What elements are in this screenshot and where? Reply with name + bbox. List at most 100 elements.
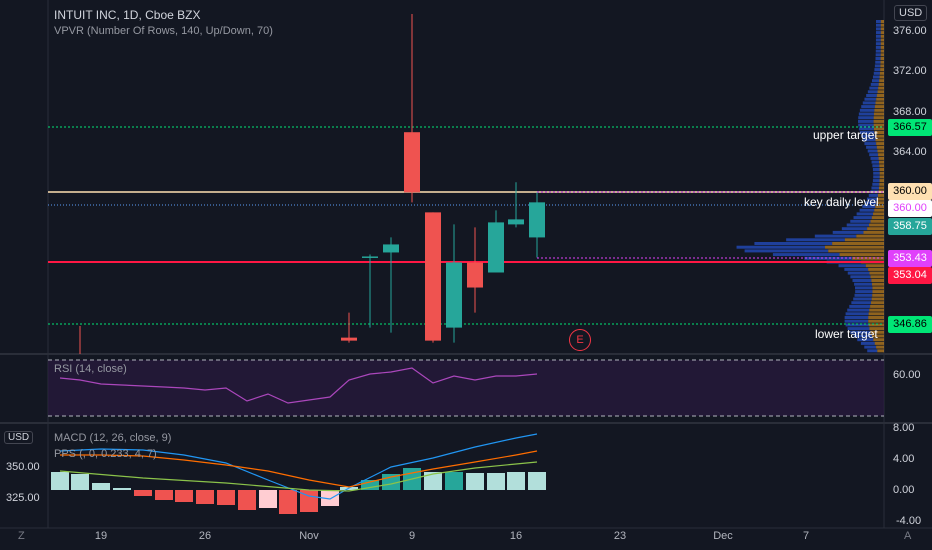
vpvr-bar-down	[871, 297, 884, 301]
vpvr-bar-down	[870, 330, 884, 334]
x-axis-label: Nov	[299, 530, 319, 542]
macd-right-tick: 0.00	[893, 484, 915, 496]
vpvr-bar-down	[871, 279, 884, 282]
macd-currency-button[interactable]: USD	[4, 431, 34, 444]
vpvr-bar-up	[864, 345, 877, 349]
macd-histogram-bar	[487, 473, 505, 490]
vpvr-bar-down	[878, 86, 884, 90]
vpvr-bar-up	[850, 330, 871, 334]
vpvr-bar-up	[814, 234, 857, 238]
vpvr-bar-down	[880, 49, 884, 53]
vpvr-bar-down	[876, 345, 884, 349]
vpvr-bar-up	[873, 71, 880, 75]
vpvr-bar-down	[875, 101, 884, 105]
macd-histogram-bar	[155, 490, 173, 500]
vpvr-bar-up	[853, 216, 872, 220]
vpvr-bar-up	[872, 75, 880, 79]
vpvr-bar-down	[879, 168, 884, 171]
vpvr-bar-down	[832, 242, 884, 245]
vpvr-bar-down	[869, 271, 884, 275]
vpvr-bar-down	[880, 60, 884, 64]
vpvr-bar-up	[870, 82, 879, 86]
vpvr-bar-down	[880, 38, 884, 42]
price-axis-tick: 372.00	[893, 65, 927, 77]
vpvr-bar-down	[873, 123, 884, 127]
macd-histogram-bar	[196, 490, 214, 504]
vpvr-bar-down	[879, 71, 884, 75]
vpvr-bar-up	[869, 86, 879, 90]
vpvr-bar-down	[873, 116, 884, 120]
vpvr-bar-down	[863, 230, 884, 234]
vpvr-bar-down	[868, 316, 884, 319]
earnings-icon[interactable]: E	[569, 329, 591, 351]
currency-button[interactable]: USD	[894, 5, 928, 21]
vpvr-bar-down	[879, 164, 884, 168]
vpvr-bar-up	[857, 338, 874, 342]
vpvr-bar-up	[871, 186, 879, 190]
vpvr-bar-down	[867, 227, 884, 231]
macd-histogram-bar	[217, 490, 235, 505]
x-axis-label: 19	[94, 530, 108, 542]
signal-line	[60, 450, 538, 488]
vpvr-bar-down	[880, 42, 884, 46]
price-axis-tick: 368.00	[893, 106, 927, 118]
vpvr-bar-down	[880, 64, 884, 68]
vpvr-bar-down	[874, 208, 884, 212]
vpvr-bar-down	[876, 94, 884, 97]
vpvr-bar-up	[866, 94, 877, 97]
key-daily-level-label: key daily level	[804, 195, 879, 209]
vpvr-bar-up	[850, 275, 871, 279]
vpvr-bar-up	[857, 119, 874, 123]
vpvr-bar-down	[868, 323, 884, 327]
vpvr-bar-up	[856, 212, 874, 216]
auto-scale-icon[interactable]: A	[904, 530, 912, 542]
vpvr-bar-up	[850, 219, 871, 223]
vpvr-bar-up	[866, 197, 878, 201]
macd-histogram-bar	[321, 490, 339, 506]
vpvr-bar-down	[871, 334, 884, 338]
x-axis-label: 16	[509, 530, 523, 542]
candle-body	[341, 337, 357, 341]
vpvr-bar-down	[856, 234, 884, 238]
vpvr-bar-up	[860, 341, 875, 345]
macd-histogram-bar	[279, 490, 297, 514]
vpvr-bar-up	[858, 112, 874, 116]
vpvr-bar-down	[871, 216, 884, 220]
vpvr-bar-down	[870, 301, 884, 305]
macd-histogram-bar	[71, 474, 89, 490]
vpvr-bar-up	[862, 138, 876, 142]
vpvr-bar-up	[864, 97, 877, 101]
price-tag: 360.00	[888, 200, 932, 217]
vpvr-bar-up	[844, 267, 869, 271]
vpvr-bar-up	[874, 68, 881, 72]
vpvr-bar-up	[858, 116, 874, 120]
macd-histogram-bar	[259, 490, 277, 508]
vpvr-bar-down	[873, 212, 884, 216]
vpvr-bar-down	[839, 253, 884, 257]
vpvr-bar-up	[872, 164, 880, 168]
vpvr-bar-up	[853, 297, 872, 301]
x-axis-label: 7	[802, 530, 810, 542]
vpvr-bar-down	[873, 127, 884, 131]
vpvr-bar-up	[847, 308, 870, 312]
vpvr-bar-down	[877, 149, 884, 153]
vpvr-bar-up	[871, 79, 880, 83]
vpvr-bar-up	[871, 160, 880, 164]
vpvr-bar-up	[854, 293, 873, 297]
vpvr-bar-down	[878, 156, 884, 160]
vpvr-bar-down	[868, 319, 884, 323]
timezone-icon[interactable]: Z	[18, 530, 25, 542]
candle-body	[488, 222, 504, 273]
vpvr-bar-up	[858, 127, 874, 131]
x-axis-label: 23	[613, 530, 627, 542]
vpvr-bar-up	[875, 23, 881, 27]
vpvr-bar-up	[862, 205, 876, 208]
vpvr-bar-up	[864, 142, 877, 146]
vpvr-bar-up	[875, 60, 881, 64]
vpvr-bar-up	[875, 42, 881, 46]
vpvr-bar-down	[879, 79, 884, 83]
vpvr-bar-down	[870, 275, 884, 279]
vpvr-bar-down	[878, 186, 884, 190]
vpvr-bar-down	[870, 219, 884, 223]
